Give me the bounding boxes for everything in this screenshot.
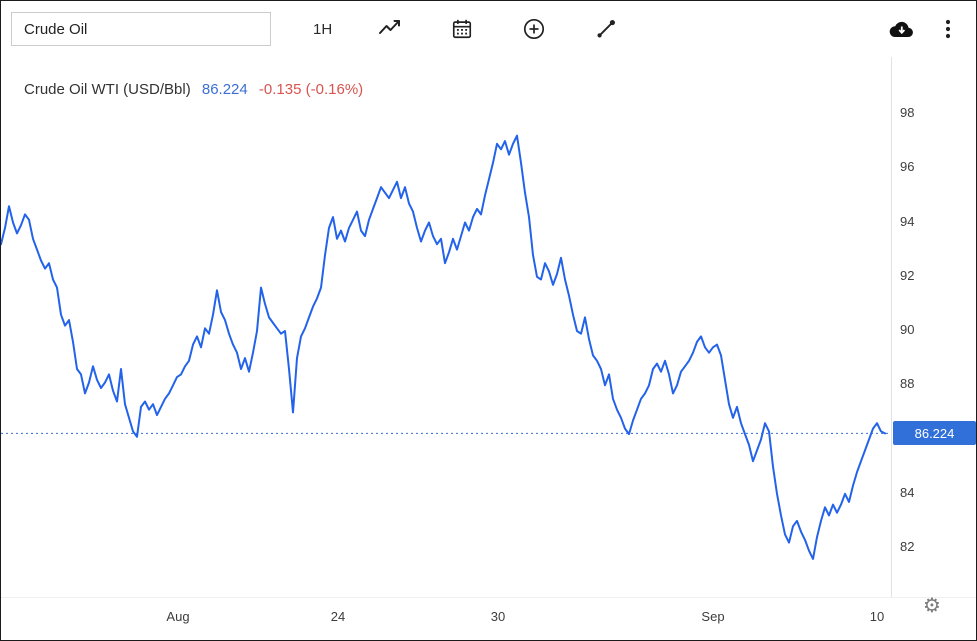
line-chart-icon[interactable] — [376, 15, 404, 43]
y-axis-label: 82 — [900, 539, 915, 554]
y-axis-label: 98 — [900, 105, 915, 120]
trend-line-icon[interactable] — [592, 15, 620, 43]
symbol-search-input[interactable] — [11, 12, 271, 46]
price-change: -0.135 (-0.16%) — [258, 81, 364, 98]
y-axis-label: 96 — [900, 159, 915, 175]
y-axis-label: 90 — [900, 322, 915, 337]
x-axis-label: 24 — [330, 609, 346, 624]
chart-title: Crude Oil WTI (USD/Bbl) 86.224 -0.135 (-… — [24, 81, 363, 98]
interval-button[interactable]: 1H — [313, 20, 333, 38]
x-axis-label: Sep — [701, 609, 725, 624]
plus-circle-icon[interactable] — [520, 15, 548, 43]
instrument-name: Crude Oil WTI (USD/Bbl) — [24, 81, 191, 98]
y-axis-label: 94 — [900, 213, 915, 229]
settings-gear-icon[interactable]: ⚙ — [923, 593, 941, 617]
x-axis-label: 10 — [869, 609, 885, 624]
price-axis-badge: 86.224 — [893, 421, 976, 446]
y-axis-label: 84 — [900, 484, 915, 500]
chart-area: Crude Oil WTI (USD/Bbl) 86.224 -0.135 (-… — [1, 57, 976, 640]
chart-plot-area[interactable] — [1, 57, 977, 640]
toolbar: 1H — [1, 1, 976, 57]
y-axis-label: 92 — [900, 267, 915, 283]
y-axis-label: 88 — [900, 376, 915, 392]
price-value: 86.224 — [201, 81, 248, 98]
x-axis-label: Aug — [166, 609, 190, 624]
x-axis-label: 30 — [490, 609, 506, 624]
kebab-menu-icon[interactable] — [934, 15, 962, 43]
calendar-icon[interactable] — [448, 15, 476, 43]
cloud-download-icon[interactable] — [888, 15, 916, 43]
